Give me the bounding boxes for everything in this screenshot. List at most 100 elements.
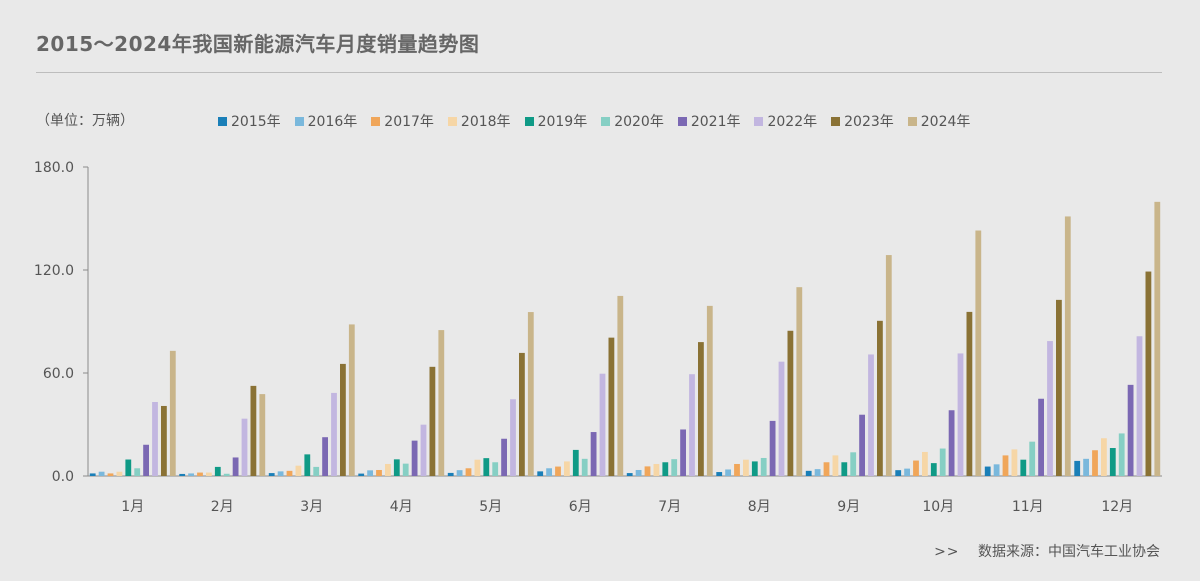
bar <box>653 463 660 476</box>
bar <box>268 473 275 476</box>
bar <box>778 361 785 476</box>
bar <box>429 366 436 476</box>
bar <box>922 451 928 476</box>
x-tick-label: 4月 <box>390 499 413 515</box>
bar <box>1109 448 1116 476</box>
bar <box>546 468 552 476</box>
bar <box>1092 450 1098 476</box>
bar <box>402 463 409 476</box>
bar <box>483 458 490 476</box>
legend-swatch <box>754 116 764 126</box>
bar <box>376 469 382 476</box>
bar <box>223 473 230 476</box>
bar <box>644 466 651 476</box>
bar <box>1145 271 1152 476</box>
x-tick-label: 5月 <box>479 499 502 515</box>
bar <box>250 385 257 476</box>
bar <box>832 455 839 476</box>
legend-swatch <box>371 116 381 126</box>
bar <box>572 449 579 476</box>
x-tick-label: 7月 <box>658 499 681 515</box>
source-note: >> 数据来源：中国汽车工业协会 <box>934 541 1160 561</box>
bar <box>885 255 892 476</box>
bar <box>662 462 669 476</box>
legend-swatch <box>294 116 304 126</box>
bar <box>107 473 114 476</box>
legend-item: 2018年 <box>447 111 511 131</box>
bar <box>1011 449 1018 476</box>
bar <box>850 452 857 476</box>
legend-swatch <box>524 116 534 126</box>
bar <box>725 469 731 476</box>
x-tick-label: 12月 <box>1101 499 1133 515</box>
bar <box>599 373 606 476</box>
legend-label: 2020年 <box>614 114 664 130</box>
legend-swatch <box>218 116 227 126</box>
bar <box>716 472 723 476</box>
x-tick-label: 1月 <box>121 499 144 515</box>
bar <box>957 353 964 476</box>
bar <box>760 457 767 476</box>
bar <box>197 472 203 476</box>
bar <box>367 470 373 476</box>
legend-item: 2020年 <box>601 111 664 131</box>
bar <box>331 392 337 476</box>
bar <box>125 459 132 476</box>
bar <box>277 471 284 476</box>
bar <box>152 402 158 476</box>
bar <box>1056 299 1062 476</box>
bar <box>456 470 463 476</box>
bar <box>1020 459 1027 476</box>
legend-label: 2024年 <box>920 114 971 130</box>
bar <box>447 472 454 476</box>
legend-label: 2017年 <box>384 114 434 130</box>
bar <box>1074 460 1081 476</box>
bar <box>913 460 919 476</box>
x-tick-label: 10月 <box>922 499 954 515</box>
bar <box>564 461 570 476</box>
bar <box>984 466 991 476</box>
legend-item: 2024年 <box>907 111 971 131</box>
bar <box>706 305 713 476</box>
bar <box>214 466 221 476</box>
bar <box>501 438 507 476</box>
y-tick-label: 120.0 <box>34 263 74 279</box>
bar <box>385 463 391 476</box>
bar <box>859 414 865 476</box>
legend-swatch <box>447 116 457 126</box>
legend-swatch <box>677 116 687 126</box>
bar <box>295 465 302 476</box>
x-tick-label: 3月 <box>300 499 323 515</box>
bar <box>527 312 534 476</box>
legend-item: 2022年 <box>754 111 817 131</box>
legend-label: 2023年 <box>844 114 894 130</box>
bar <box>930 463 937 476</box>
x-tick-label: 6月 <box>569 499 592 515</box>
bar <box>134 468 141 476</box>
legend-item: 2021年 <box>677 111 741 131</box>
bar <box>680 429 686 476</box>
bar <box>169 350 176 476</box>
legend-item: 2019年 <box>524 111 587 131</box>
bar <box>751 461 758 476</box>
bar <box>313 466 320 476</box>
legend-label: 2021年 <box>690 114 741 130</box>
bar <box>420 424 427 476</box>
x-tick-label: 2月 <box>211 499 234 515</box>
x-tick-label: 9月 <box>837 499 860 515</box>
bar <box>179 473 186 476</box>
bar <box>743 459 749 476</box>
bar <box>769 420 776 476</box>
legend-swatch <box>907 116 917 126</box>
bar <box>358 473 365 476</box>
bar <box>322 437 328 476</box>
legend-label: 2016年 <box>307 114 358 130</box>
source-arrows: >> <box>934 544 960 560</box>
bar <box>689 374 695 476</box>
bar <box>1029 441 1036 476</box>
legend-label: 2015年 <box>231 114 281 130</box>
bar <box>581 458 588 476</box>
y-tick-label: 60.0 <box>43 366 74 382</box>
bar <box>877 320 883 476</box>
